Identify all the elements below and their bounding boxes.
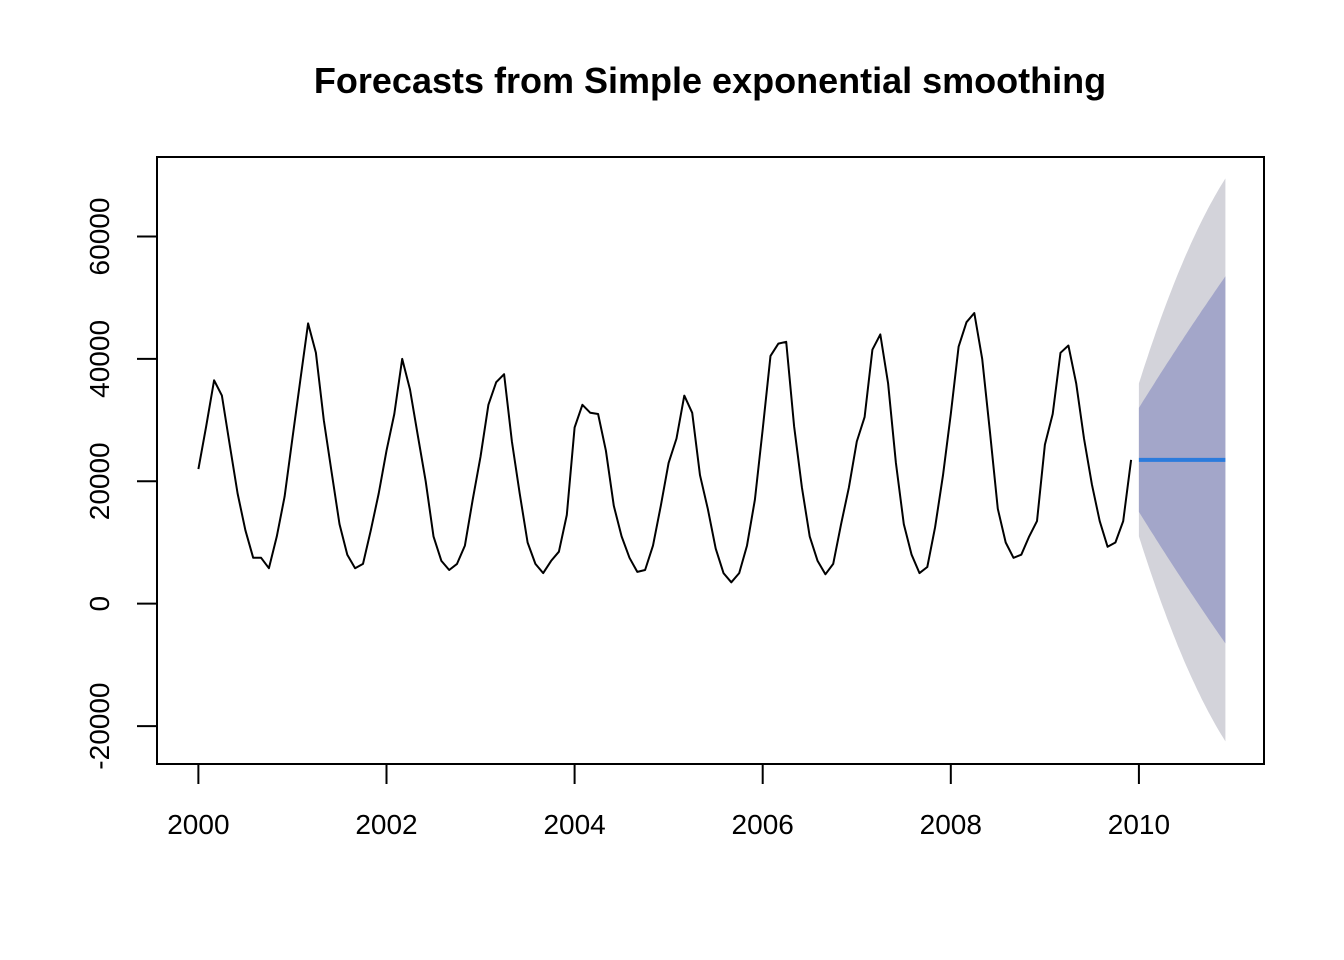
y-tick-label: 20000 (84, 442, 115, 520)
x-tick-label: 2006 (732, 809, 794, 840)
observed-series-line (197, 312, 1133, 584)
x-tick-label: 2000 (167, 809, 229, 840)
x-tick-label: 2004 (543, 809, 605, 840)
y-axis: -20000 0 20000 40000 60000 (84, 198, 158, 770)
chart-title: Forecasts from Simple exponential smooth… (314, 60, 1106, 101)
plot-frame (156, 156, 1265, 765)
y-tick-label: 0 (84, 596, 115, 612)
data-series (197, 312, 1226, 584)
x-axis: 2000 2002 2004 2006 2008 2010 (167, 763, 1170, 840)
x-tick-label: 2008 (920, 809, 982, 840)
y-tick-label: 60000 (84, 198, 115, 276)
x-tick-label: 2010 (1108, 809, 1170, 840)
x-tick-label: 2002 (355, 809, 417, 840)
y-tick-label: 40000 (84, 320, 115, 398)
y-tick-label: -20000 (84, 683, 115, 770)
